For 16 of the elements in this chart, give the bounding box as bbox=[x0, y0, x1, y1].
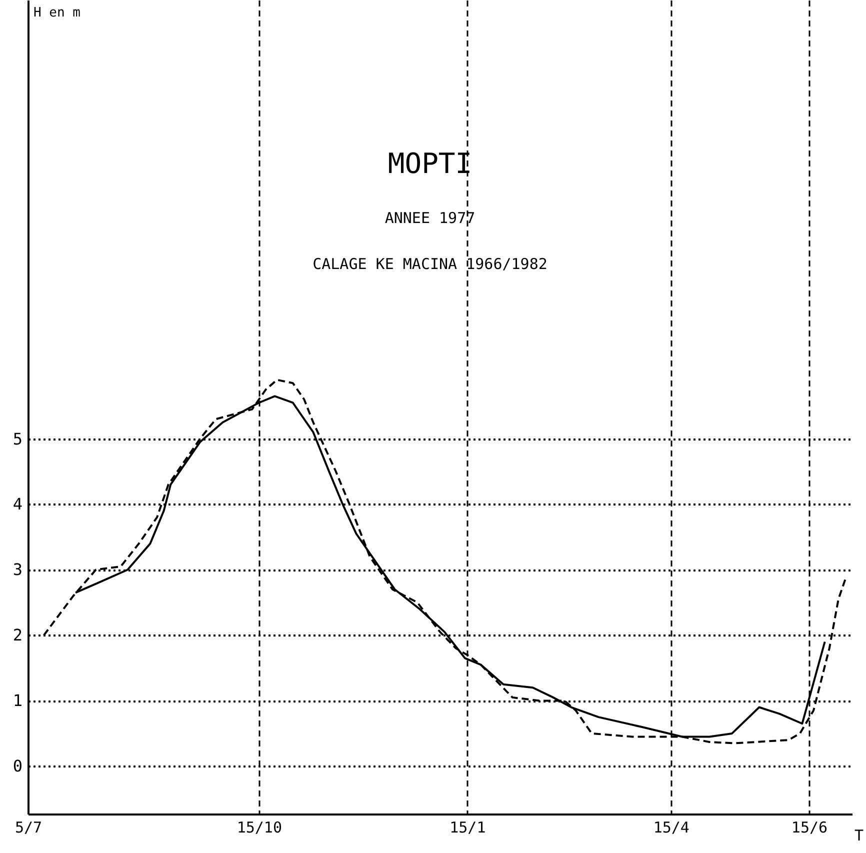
text: ANNEE 1977 bbox=[384, 209, 476, 227]
x-tick-label: 15/4 bbox=[653, 818, 690, 836]
x-tick-label: 15/6 bbox=[791, 818, 828, 836]
text: MOPTI bbox=[388, 147, 472, 180]
x-tick-label: 5/7 bbox=[14, 818, 42, 836]
y-tick-label: 4 bbox=[12, 494, 22, 514]
x-tick-label: 15/10 bbox=[236, 818, 282, 836]
y-tick-label: 3 bbox=[12, 560, 22, 580]
x-axis-title: T bbox=[854, 826, 864, 844]
y-tick-label: 2 bbox=[12, 626, 22, 645]
annotation: CALAGE KE MACINA 1966/1982 bbox=[312, 255, 548, 273]
y-tick-label: 5 bbox=[12, 429, 22, 448]
y-axis-title: H en m bbox=[34, 6, 81, 20]
y-tick-label: 1 bbox=[12, 691, 22, 710]
x-tick-label: 15/1 bbox=[450, 818, 486, 836]
y-tick-label: 0 bbox=[12, 756, 22, 776]
